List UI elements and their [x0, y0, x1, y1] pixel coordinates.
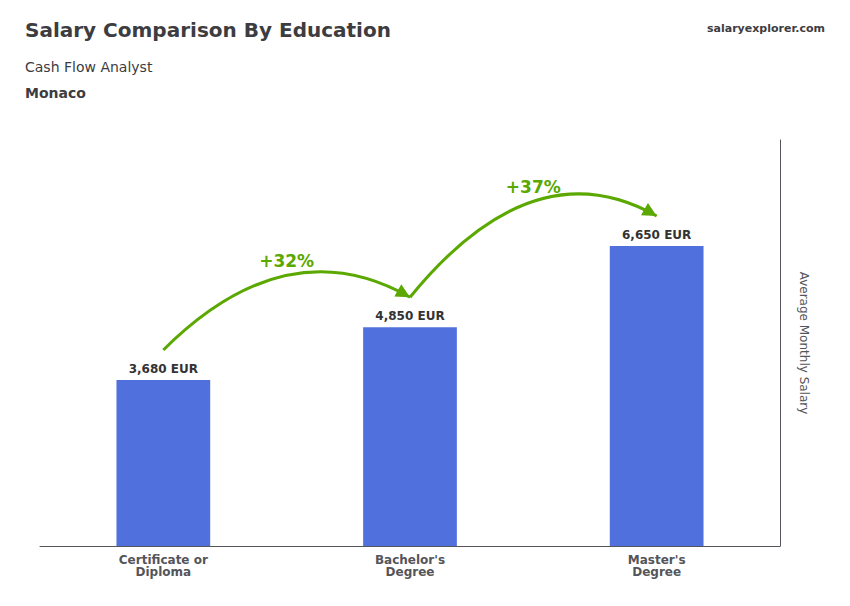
svg-text:Salary Comparison By Education: Salary Comparison By Education: [25, 18, 391, 42]
svg-text:+37%: +37%: [506, 177, 561, 197]
svg-text:Degree: Degree: [632, 565, 681, 579]
svg-text:4,850 EUR: 4,850 EUR: [375, 309, 444, 323]
svg-text:Monaco: Monaco: [25, 85, 86, 101]
svg-text:Bachelor's: Bachelor's: [374, 553, 446, 567]
svg-text:salaryexplorer.com: salaryexplorer.com: [707, 22, 825, 35]
svg-text:Certificate or: Certificate or: [118, 553, 208, 567]
svg-text:Diploma: Diploma: [136, 565, 192, 579]
svg-text:3,680 EUR: 3,680 EUR: [129, 362, 198, 376]
svg-text:Degree: Degree: [386, 565, 435, 579]
svg-text:6,650 EUR: 6,650 EUR: [622, 228, 691, 242]
svg-text:Master's: Master's: [627, 553, 686, 567]
svg-text:Average Monthly Salary: Average Monthly Salary: [797, 272, 811, 415]
svg-text:Cash Flow Analyst: Cash Flow Analyst: [25, 59, 153, 75]
svg-text:+32%: +32%: [259, 251, 314, 271]
